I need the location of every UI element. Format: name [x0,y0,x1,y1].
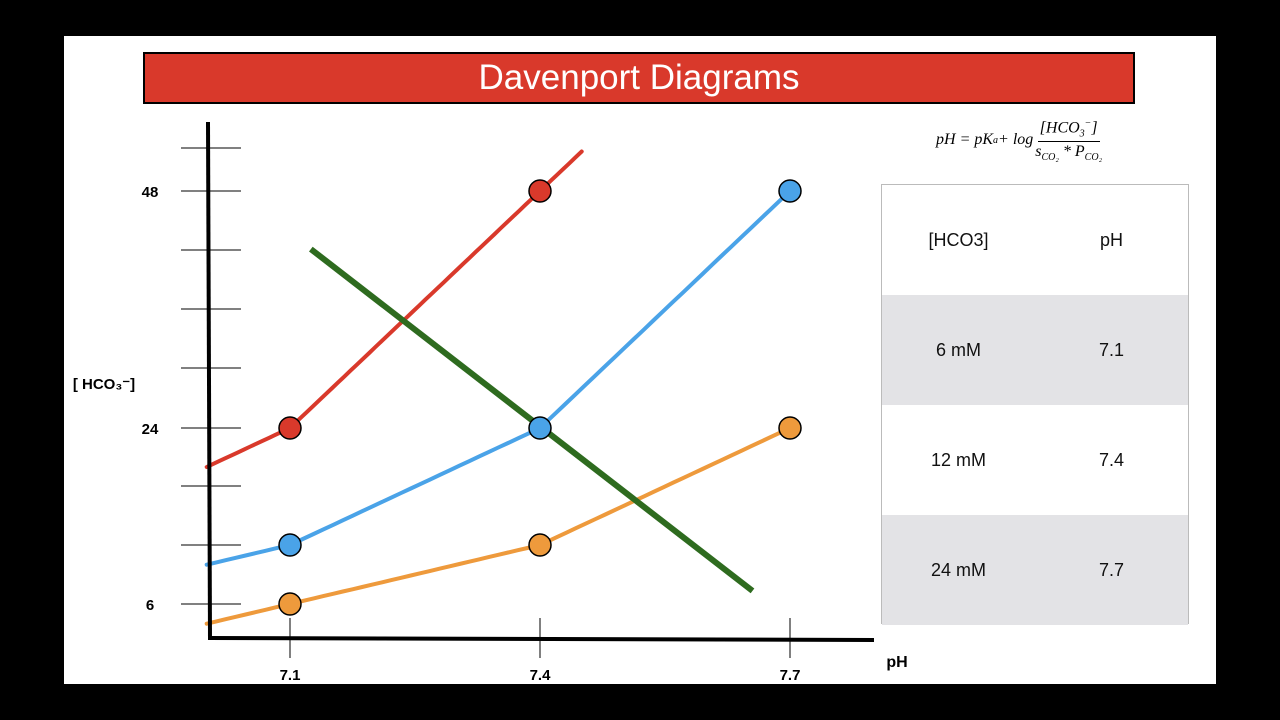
data-point [278,416,302,440]
axis-labels: 6 24 48 7.1 7.4 7.7 pH [ HCO₃⁻] [73,184,908,684]
equation-numerator: [HCO3−] [1037,118,1100,142]
data-points [278,179,802,616]
table-cell-hco3: 24 mM [930,559,986,580]
table-cell-ph: 7.7 [1098,559,1125,580]
equation-pk: = pK [959,131,994,149]
equation-lhs: pH [936,131,956,149]
table-cell-ph: 7.4 [1098,449,1125,470]
curve-line [204,426,792,626]
table-cell-hco3: 12 mM [930,449,986,470]
curves [204,149,792,626]
concentration-ph-table: [HCO3] pH 6 mM 7.1 12 mM 7.4 24 mM 7.7 [881,184,1189,625]
table-row: 6 mM 7.1 [882,295,1188,405]
title-bar: Davenport Diagrams [143,52,1135,104]
data-point [528,533,552,557]
curve-line [204,149,584,469]
data-point [278,533,302,557]
table-header-row: [HCO3] pH [882,185,1188,295]
y-tick-label: 6 [146,597,154,614]
x-tick-label: 7.4 [530,667,552,684]
table-row: 24 mM 7.7 [882,515,1188,625]
y-tick-label: 48 [142,184,159,201]
table-header-hco3: [HCO3] [928,229,989,250]
data-point [528,179,552,203]
y-axis-line [206,121,212,641]
data-point [528,416,552,440]
equation-log: + log [998,131,1034,149]
y-axis-label: [ HCO₃⁻] [73,376,135,393]
x-axis-label: pH [886,654,907,671]
data-point [278,592,302,616]
equation-denominator: sCO₂ * PCO₂ [1035,142,1103,163]
equation-pk-sub: a [993,134,999,146]
table-cell-ph: 7.1 [1098,339,1125,360]
table-header-ph: pH [1099,229,1123,250]
table-row: 12 mM 7.4 [882,405,1188,515]
y-axis-ticks [181,147,241,605]
x-axis-line [209,636,875,642]
equation-fraction: [HCO3−] sCO₂ * PCO₂ [1035,118,1102,163]
y-tick-label: 24 [142,421,159,438]
slide-title: Davenport Diagrams [478,58,800,97]
data-point [778,179,802,203]
curve-line [204,189,792,567]
henderson-hasselbalch-equation: pH = pK a + log [HCO3−] sCO₂ * PCO₂ [936,118,1102,163]
data-point [778,416,802,440]
x-tick-label: 7.1 [280,667,301,684]
table-cell-hco3: 6 mM [936,339,981,360]
x-tick-label: 7.7 [780,667,801,684]
